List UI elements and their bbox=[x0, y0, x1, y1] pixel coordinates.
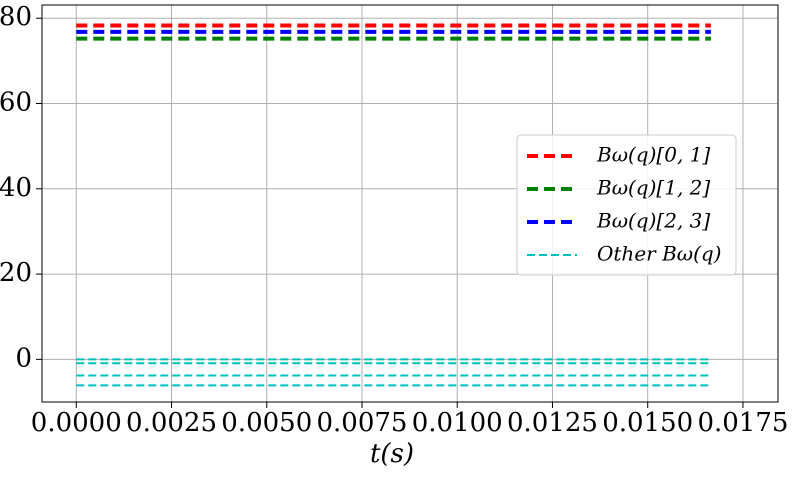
y-tick-label: 60 bbox=[0, 88, 32, 118]
x-axis-label: t(s) bbox=[370, 439, 414, 469]
legend-label: Bω(q)[1, 2] bbox=[596, 176, 710, 200]
legend-label: Other Bω(q) bbox=[597, 242, 721, 266]
x-tick-label: 0.0100 bbox=[412, 408, 503, 438]
x-tick-label: 0.0125 bbox=[507, 408, 598, 438]
legend-label: Bω(q)[2, 3] bbox=[596, 209, 710, 233]
legend-box bbox=[516, 134, 737, 276]
y-tick-label: 80 bbox=[0, 2, 32, 32]
x-tick-label: 0.0025 bbox=[126, 408, 217, 438]
x-tick-label: 0.0075 bbox=[317, 408, 408, 438]
y-tick-label: 0 bbox=[15, 343, 32, 373]
y-tick-label: 20 bbox=[0, 258, 32, 288]
x-tick-label: 0.0150 bbox=[602, 408, 693, 438]
legend-label: Bω(q)[0, 1] bbox=[596, 143, 710, 167]
legend: Bω(q)[0, 1] Bω(q)[1, 2] Bω(q)[2, 3] Other B… bbox=[516, 134, 737, 276]
plot-frame bbox=[41, 4, 779, 403]
x-tick-label: 0.0050 bbox=[221, 408, 312, 438]
x-tick-label: 0.0175 bbox=[697, 408, 788, 438]
x-tick-label: 0.0000 bbox=[31, 408, 122, 438]
y-tick-label: 40 bbox=[0, 173, 32, 203]
